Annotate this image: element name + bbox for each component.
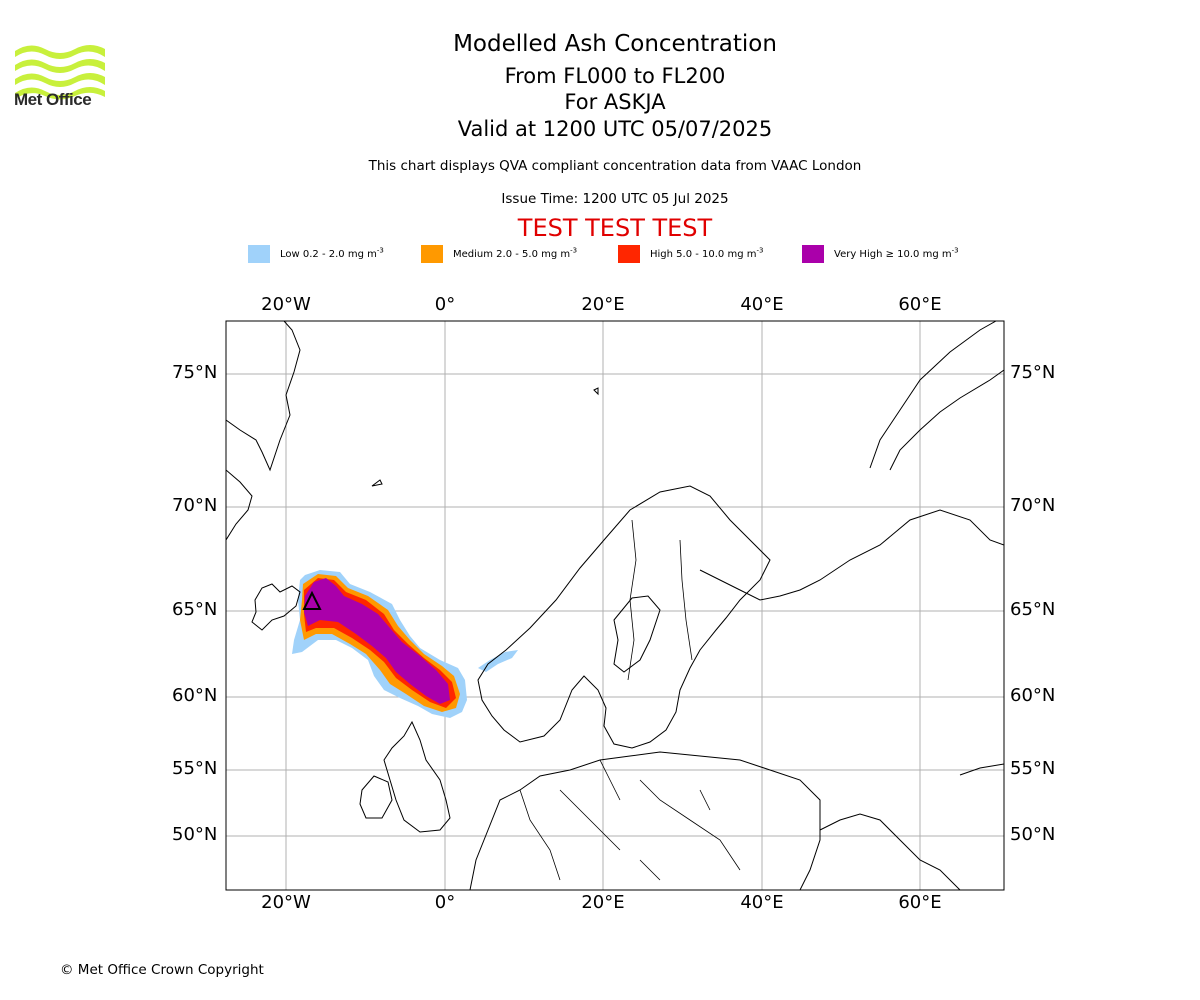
flight-levels: From FL000 to FL200 (504, 64, 726, 88)
lon-label-bottom-40e: 40°E (740, 892, 784, 913)
legend-label-low: Low 0.2 - 2.0 mg m-3 (280, 246, 384, 260)
map-frame (225, 320, 1005, 891)
legend-item-very-high: Very High ≥ 10.0 mg m-3 (802, 244, 959, 264)
lat-label-left-50n: 50°N (172, 824, 218, 845)
lat-label-left-60n: 60°N (172, 685, 218, 706)
ash-low-area-norway (478, 650, 518, 672)
valid-time: Valid at 1200 UTC 05/07/2025 (457, 117, 773, 141)
lat-label-left-65n: 65°N (172, 599, 218, 620)
lon-label-bottom-0: 0° (434, 892, 456, 913)
lon-label-top-0: 0° (434, 294, 456, 315)
lon-label-top-60e: 60°E (898, 294, 942, 315)
lon-label-bottom-60e: 60°E (898, 892, 942, 913)
lat-label-right-65n: 65°N (1010, 599, 1056, 620)
logo-text: Met Office (14, 90, 92, 109)
legend-label-high: High 5.0 - 10.0 mg m-3 (650, 246, 764, 260)
ash-plume (292, 570, 518, 718)
lon-label-bottom-20e: 20°E (581, 892, 625, 913)
legend-item-low: Low 0.2 - 2.0 mg m-3 (248, 244, 384, 264)
lat-label-right-60n: 60°N (1010, 685, 1056, 706)
legend-swatch-medium (421, 245, 443, 263)
legend-swatch-low (248, 245, 270, 263)
description: This chart displays QVA compliant concen… (368, 158, 862, 174)
lon-label-top-20e: 20°E (581, 294, 625, 315)
copyright: © Met Office Crown Copyright (60, 962, 264, 978)
lon-label-top-20w: 20°W (261, 294, 311, 315)
volcano-name: For ASKJA (564, 90, 666, 114)
legend-swatch-very-high (802, 245, 824, 263)
legend-swatch-high (618, 245, 640, 263)
lon-label-bottom-20w: 20°W (261, 892, 311, 913)
legend-label-medium: Medium 2.0 - 5.0 mg m-3 (453, 246, 578, 260)
legend-item-medium: Medium 2.0 - 5.0 mg m-3 (421, 244, 577, 264)
triangle-icon (302, 590, 322, 610)
lat-label-right-70n: 70°N (1010, 495, 1056, 516)
lat-label-right-75n: 75°N (1010, 362, 1056, 383)
lat-label-left-70n: 70°N (172, 495, 218, 516)
met-office-logo (15, 45, 105, 100)
ash-very-high-area (304, 578, 450, 704)
test-banner: TEST TEST TEST (517, 214, 713, 242)
lat-label-right-55n: 55°N (1010, 758, 1056, 779)
lat-label-right-50n: 50°N (1010, 824, 1056, 845)
legend-label-very-high: Very High ≥ 10.0 mg m-3 (834, 246, 959, 260)
chart-title: Modelled Ash Concentration (453, 31, 777, 57)
legend-item-high: High 5.0 - 10.0 mg m-3 (618, 244, 763, 264)
issue-time: Issue Time: 1200 UTC 05 Jul 2025 (501, 191, 729, 207)
lat-label-left-55n: 55°N (172, 758, 218, 779)
lat-label-left-75n: 75°N (172, 362, 218, 383)
coastlines (226, 321, 1004, 890)
lon-label-top-40e: 40°E (740, 294, 784, 315)
